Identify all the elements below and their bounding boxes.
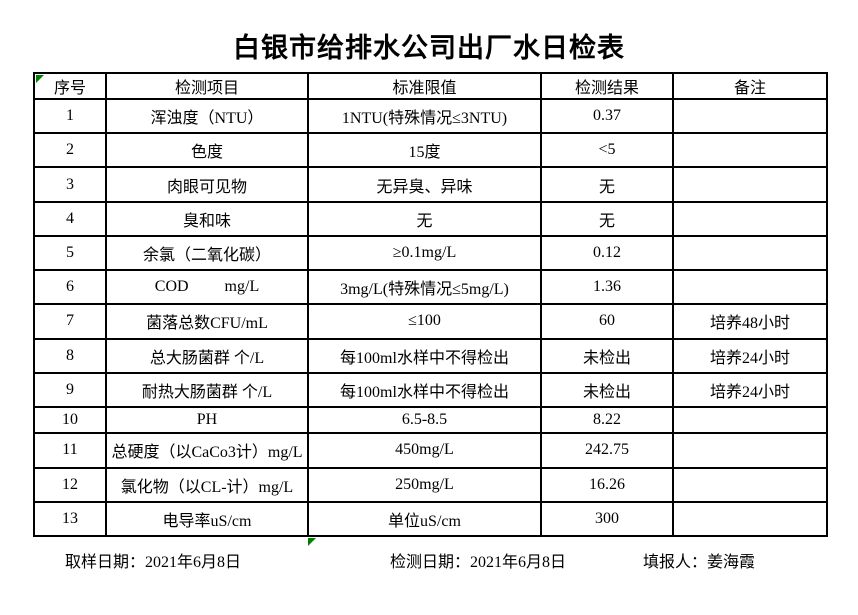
cell-item: 臭和味 (105, 200, 309, 237)
cell-serial: 13 (33, 500, 107, 538)
cell-note: 培养24小时 (672, 371, 828, 408)
cell-standard: 450mg/L (307, 432, 542, 469)
test-date: 检测日期：2021年6月8日 (390, 548, 566, 572)
table-header-row: 序号 检测项目 标准限值 检测结果 备注 (33, 72, 828, 100)
sampling-date: 取样日期：2021年6月8日 (65, 548, 241, 572)
table-row: 6 COD mg/L 3mg/L(特殊情况≤5mg/L) 1.36 (33, 269, 828, 306)
cell-result: 未检出 (540, 337, 674, 374)
cell-serial: 6 (33, 269, 107, 306)
header-serial-number: 序号 (33, 72, 107, 100)
cell-result: 1.36 (540, 269, 674, 306)
reporter-value: 姜海霞 (707, 554, 756, 571)
test-date-value: 2021年6月8日 (470, 554, 567, 571)
cell-serial: 1 (33, 97, 107, 135)
cell-result: 242.75 (540, 432, 674, 469)
table-row: 1 浑浊度（NTU） 1NTU(特殊情况≤3NTU) 0.37 (33, 97, 828, 135)
table-row: 5 余氯（二氧化碳） ≥0.1mg/L 0.12 (33, 234, 828, 272)
cell-standard: 无异臭、异味 (307, 166, 542, 203)
cell-standard: ≤100 (307, 303, 542, 340)
cell-item: 菌落总数CFU/mL (105, 303, 309, 340)
cell-item: 色度 (105, 132, 309, 169)
page-title: 白银市给排水公司出厂水日检表 (233, 33, 625, 63)
cell-standard: 6.5-8.5 (307, 405, 542, 435)
cell-result: 未检出 (540, 371, 674, 408)
cell-standard: 无 (307, 200, 542, 237)
header-serial-number-label: 序号 (53, 80, 86, 97)
cell-note (672, 166, 828, 203)
header-standard-limit: 标准限值 (307, 72, 542, 100)
cell-serial: 9 (33, 371, 107, 408)
cell-serial: 3 (33, 166, 107, 203)
cell-standard: 每100ml水样中不得检出 (307, 337, 542, 374)
cell-standard: 250mg/L (307, 466, 542, 503)
excel-error-indicator-icon (36, 75, 44, 83)
table-row: 4 臭和味 无 无 (33, 200, 828, 237)
cell-serial: 2 (33, 132, 107, 169)
table-row: 3 肉眼可见物 无异臭、异味 无 (33, 166, 828, 203)
cell-item: 余氯（二氧化碳） (105, 234, 309, 272)
table-row: 10 PH 6.5-8.5 8.22 (33, 405, 828, 435)
cell-result: 0.37 (540, 97, 674, 135)
cell-item: PH (105, 405, 309, 435)
cell-standard: 3mg/L(特殊情况≤5mg/L) (307, 269, 542, 306)
cell-standard: 15度 (307, 132, 542, 169)
table-row: 11 总硬度（以CaCo3计）mg/L 450mg/L 242.75 (33, 432, 828, 469)
cell-item: 肉眼可见物 (105, 166, 309, 203)
cell-standard: 1NTU(特殊情况≤3NTU) (307, 97, 542, 135)
table-row: 13 电导率uS/cm 单位uS/cm 300 (33, 500, 828, 538)
cell-note (672, 234, 828, 272)
cell-serial: 5 (33, 234, 107, 272)
cell-item: COD mg/L (105, 269, 309, 306)
excel-error-indicator-icon (308, 538, 316, 546)
cell-note: 培养24小时 (672, 337, 828, 374)
cell-note (672, 500, 828, 538)
header-test-result: 检测结果 (540, 72, 674, 100)
reporter: 填报人：姜海霞 (643, 548, 755, 572)
cell-standard: ≥0.1mg/L (307, 234, 542, 272)
test-date-label: 检测日期： (390, 554, 471, 571)
cell-result: 16.26 (540, 466, 674, 503)
cell-result: <5 (540, 132, 674, 169)
cell-result: 0.12 (540, 234, 674, 272)
cell-serial: 8 (33, 337, 107, 374)
cell-note (672, 97, 828, 135)
cell-result: 300 (540, 500, 674, 538)
cell-note (672, 466, 828, 503)
sampling-date-label: 取样日期： (65, 554, 146, 571)
water-test-table: 序号 检测项目 标准限值 检测结果 备注 1 浑浊度（NTU） 1NTU(特殊情… (33, 72, 828, 538)
cell-note (672, 269, 828, 306)
cell-note (672, 200, 828, 237)
cell-note: 培养48小时 (672, 303, 828, 340)
cell-standard: 每100ml水样中不得检出 (307, 371, 542, 408)
cell-standard: 单位uS/cm (307, 500, 542, 538)
cell-item: 总大肠菌群 个/L (105, 337, 309, 374)
header-remarks: 备注 (672, 72, 828, 100)
table-row: 9 耐热大肠菌群 个/L 每100ml水样中不得检出 未检出 培养24小时 (33, 371, 828, 408)
cell-serial: 7 (33, 303, 107, 340)
cell-note (672, 432, 828, 469)
cell-serial: 12 (33, 466, 107, 503)
cell-result: 无 (540, 166, 674, 203)
cell-result: 60 (540, 303, 674, 340)
cell-note (672, 405, 828, 435)
cell-item: 总硬度（以CaCo3计）mg/L (105, 432, 309, 469)
cell-item: 氯化物（以CL-计）mg/L (105, 466, 309, 503)
cell-result: 无 (540, 200, 674, 237)
cell-item: 浑浊度（NTU） (105, 97, 309, 135)
cell-item: 电导率uS/cm (105, 500, 309, 538)
table-row: 7 菌落总数CFU/mL ≤100 60 培养48小时 (33, 303, 828, 340)
cell-result: 8.22 (540, 405, 674, 435)
cell-note (672, 132, 828, 169)
header-test-item: 检测项目 (105, 72, 309, 100)
cell-serial: 4 (33, 200, 107, 237)
sampling-date-value: 2021年6月8日 (145, 554, 242, 571)
table-row: 12 氯化物（以CL-计）mg/L 250mg/L 16.26 (33, 466, 828, 503)
cell-serial: 11 (33, 432, 107, 469)
cell-serial: 10 (33, 405, 107, 435)
table-row: 8 总大肠菌群 个/L 每100ml水样中不得检出 未检出 培养24小时 (33, 337, 828, 374)
cell-item: 耐热大肠菌群 个/L (105, 371, 309, 408)
table-row: 2 色度 15度 <5 (33, 132, 828, 169)
reporter-label: 填报人： (643, 554, 708, 571)
